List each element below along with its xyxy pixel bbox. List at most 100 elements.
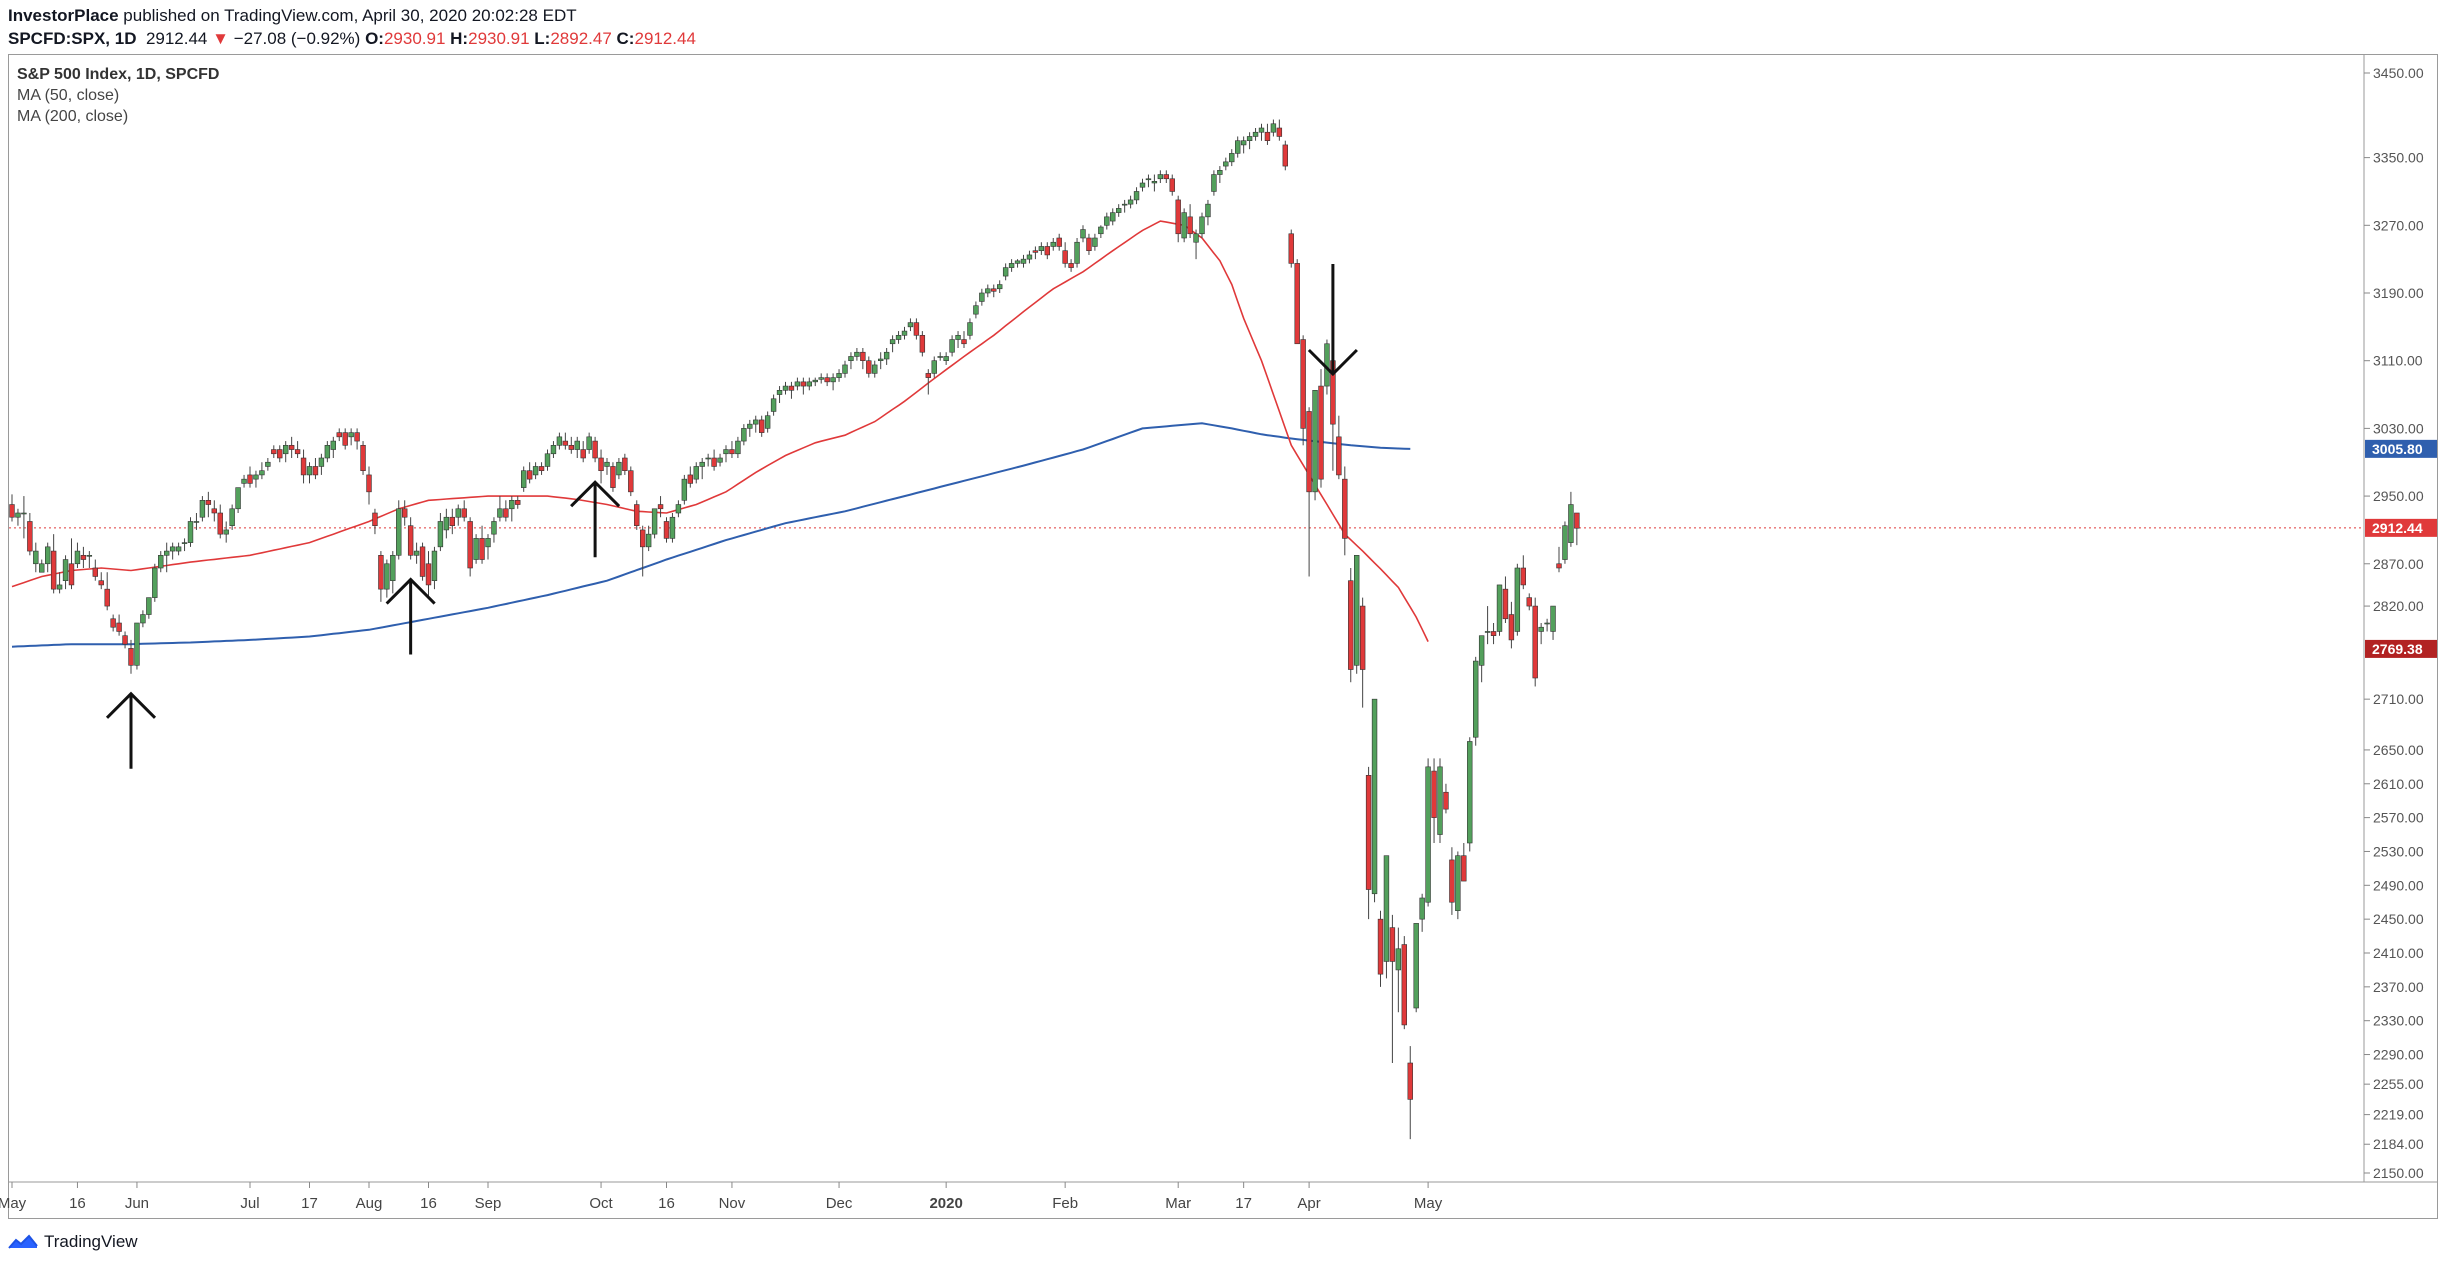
candle-up[interactable] <box>1550 605 1556 632</box>
candle-up[interactable] <box>681 478 688 501</box>
candle-up[interactable] <box>1383 855 1390 962</box>
candle-up[interactable] <box>764 415 771 429</box>
candle-up[interactable] <box>1235 140 1241 154</box>
candle-up[interactable] <box>33 550 39 565</box>
candle-down[interactable] <box>247 474 253 484</box>
ma200-line[interactable] <box>11 422 1411 648</box>
candle-up[interactable] <box>747 423 753 429</box>
legend-title[interactable]: S&P 500 Index, 1D, SPCFD <box>17 66 220 83</box>
candle-down[interactable] <box>80 555 87 560</box>
candle-up[interactable] <box>985 288 991 294</box>
candle-up[interactable] <box>1223 161 1229 167</box>
candle-up[interactable] <box>318 457 325 467</box>
candle-down[interactable] <box>991 288 997 292</box>
candle-down[interactable] <box>217 512 223 535</box>
candle-down[interactable] <box>1407 1062 1413 1100</box>
candle-up[interactable] <box>1467 741 1473 844</box>
candle-down[interactable] <box>1431 770 1437 818</box>
candle-up[interactable] <box>241 478 247 484</box>
candle-up[interactable] <box>1157 174 1164 180</box>
candle-up[interactable] <box>158 555 164 569</box>
candle-down[interactable] <box>104 588 110 607</box>
candle-down[interactable] <box>1068 263 1074 268</box>
candle-up[interactable] <box>413 550 420 556</box>
candle-up[interactable] <box>443 516 450 531</box>
candle-up[interactable] <box>390 555 396 581</box>
candle-down[interactable] <box>461 508 467 518</box>
candle-up[interactable] <box>705 457 711 460</box>
candle-up[interactable] <box>259 470 265 476</box>
candle-up[interactable] <box>1425 766 1431 903</box>
candle-up[interactable] <box>1121 203 1128 206</box>
candle-down[interactable] <box>1163 174 1170 180</box>
candle-up[interactable] <box>842 364 848 374</box>
candle-down[interactable] <box>336 432 342 438</box>
candle-up[interactable] <box>895 335 902 340</box>
candle-down[interactable] <box>68 563 75 586</box>
candle-down[interactable] <box>425 563 432 586</box>
candle-up[interactable] <box>473 538 479 560</box>
candle-down[interactable] <box>205 500 212 505</box>
candle-down[interactable] <box>360 445 366 471</box>
candle-down[interactable] <box>419 546 426 577</box>
candle-up[interactable] <box>782 385 789 391</box>
candle-down[interactable] <box>800 381 807 387</box>
candle-up[interactable] <box>181 542 188 544</box>
candle-up[interactable] <box>794 381 801 387</box>
candle-up[interactable] <box>455 508 461 518</box>
candle-up[interactable] <box>872 364 878 374</box>
ma50-line[interactable] <box>11 220 1429 642</box>
candle-up[interactable] <box>15 512 21 518</box>
candle-up[interactable] <box>1151 181 1158 184</box>
candle-down[interactable] <box>300 457 307 476</box>
candle-down[interactable] <box>467 521 473 569</box>
candle-down[interactable] <box>711 457 717 467</box>
candle-up[interactable] <box>818 377 824 380</box>
candle-up[interactable] <box>616 461 622 476</box>
candle-down[interactable] <box>1032 250 1039 253</box>
candle-up[interactable] <box>1437 766 1443 835</box>
candle-down[interactable] <box>116 622 122 632</box>
candle-up[interactable] <box>86 555 93 557</box>
candle-up[interactable] <box>883 351 890 360</box>
candle-down[interactable] <box>729 449 735 455</box>
candle-down[interactable] <box>128 648 134 666</box>
candle-up[interactable] <box>1104 216 1110 226</box>
candle-up[interactable] <box>741 428 747 442</box>
candle-down[interactable] <box>663 521 670 539</box>
candle-up[interactable] <box>164 550 170 556</box>
candle-down[interactable] <box>407 525 414 556</box>
candle-up[interactable] <box>937 356 943 358</box>
candle-up[interactable] <box>967 322 973 336</box>
candle-up[interactable] <box>854 351 860 357</box>
tradingview-logo-icon[interactable] <box>8 1234 38 1250</box>
candle-down[interactable] <box>1300 339 1306 429</box>
candle-up[interactable] <box>1258 127 1265 133</box>
candle-up[interactable] <box>979 292 985 302</box>
candle-up[interactable] <box>1181 212 1187 239</box>
candle-up[interactable] <box>1133 191 1140 201</box>
candle-up[interactable] <box>1514 567 1521 632</box>
candle-down[interactable] <box>580 449 586 459</box>
footer-brand[interactable]: TradingView <box>44 1232 138 1251</box>
candle-up[interactable] <box>1110 212 1116 222</box>
candle-down[interactable] <box>503 508 509 518</box>
candle-down[interactable] <box>1264 131 1271 141</box>
candle-down[interactable] <box>449 516 455 526</box>
candle-down[interactable] <box>366 474 372 493</box>
candle-up[interactable] <box>1419 897 1425 920</box>
candle-up[interactable] <box>1205 203 1211 218</box>
candle-up[interactable] <box>146 597 152 615</box>
candle-up[interactable] <box>848 356 854 361</box>
candle-up[interactable] <box>1544 622 1550 625</box>
candle-down[interactable] <box>1526 597 1532 607</box>
candle-down[interactable] <box>98 580 104 586</box>
candle-down[interactable] <box>479 538 485 560</box>
candle-up[interactable] <box>735 440 741 455</box>
candle-down[interactable] <box>592 440 598 459</box>
candle-up[interactable] <box>1092 237 1098 247</box>
candle-down[interactable] <box>1574 512 1580 529</box>
candle-up[interactable] <box>645 533 652 548</box>
candle-down[interactable] <box>1443 791 1449 810</box>
